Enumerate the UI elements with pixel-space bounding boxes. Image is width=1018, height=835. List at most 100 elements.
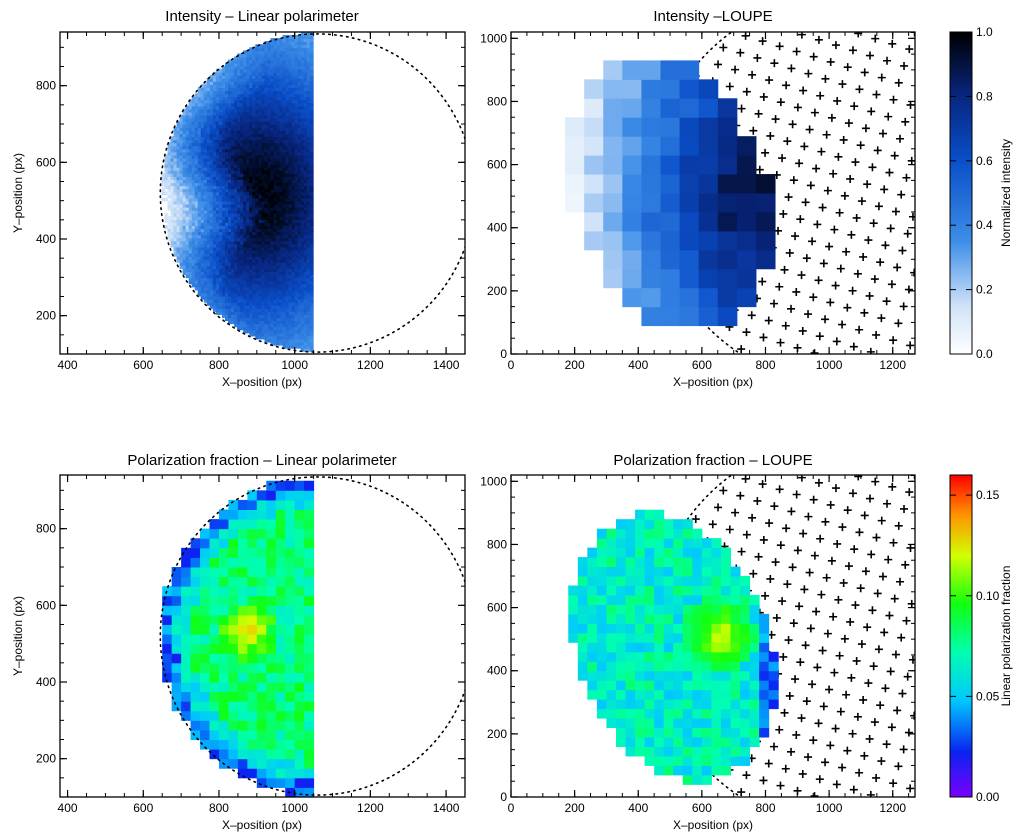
intensity-cell (288, 228, 293, 233)
intensity-cell (297, 329, 302, 334)
intensity-cell (276, 274, 281, 279)
intensity-cell (261, 127, 266, 131)
intensity-cell (297, 203, 302, 208)
intensity-cell (200, 102, 205, 107)
intensity-cell (294, 314, 299, 318)
intensity-cell (185, 262, 190, 266)
intensity-cell (215, 240, 220, 245)
intensity-cell (258, 160, 263, 165)
intensity-cell (282, 228, 287, 233)
intensity-cell (200, 228, 205, 233)
intensity-cell (243, 234, 248, 239)
intensity-cell (282, 255, 287, 260)
intensity-cell (258, 268, 263, 272)
intensity-cell (270, 265, 275, 269)
intensity-cell (228, 298, 232, 303)
intensity-cell (173, 154, 178, 159)
intensity-cell (218, 225, 223, 230)
intensity-cell (261, 283, 266, 288)
intensity-cell (270, 191, 275, 196)
polarization-cell (266, 576, 277, 587)
intensity-cell (276, 212, 281, 217)
intensity-cell (306, 139, 311, 144)
intensity-cell (243, 295, 248, 300)
unlit-marker (888, 39, 897, 48)
unlit-marker (834, 152, 843, 161)
intensity-cell (303, 304, 308, 309)
intensity-cell (194, 222, 199, 226)
intensity-cell (279, 90, 284, 95)
polarization-cell (256, 739, 267, 750)
intensity-cell (267, 145, 272, 150)
intensity-cell (698, 249, 719, 270)
polarization-cell (228, 576, 239, 587)
intensity-cell (222, 117, 226, 122)
intensity-cell (188, 249, 193, 254)
intensity-cell (173, 163, 178, 168)
intensity-cell (243, 182, 248, 187)
intensity-cell (273, 182, 278, 187)
intensity-cell (209, 188, 214, 193)
intensity-cell (197, 148, 202, 153)
intensity-cell (303, 335, 308, 340)
intensity-cell (306, 268, 311, 272)
intensity-cell (264, 74, 269, 79)
intensity-cell (206, 130, 211, 134)
intensity-cell (225, 301, 229, 306)
intensity-cell (176, 142, 181, 147)
unlit-marker (747, 311, 756, 320)
intensity-cell (276, 188, 281, 193)
intensity-cell (209, 173, 214, 177)
intensity-cell (215, 87, 220, 92)
intensity-cell (194, 154, 199, 159)
intensity-cell (243, 311, 248, 315)
intensity-cell (261, 265, 266, 269)
intensity-cell (234, 219, 238, 223)
intensity-cell (273, 234, 278, 239)
intensity-cell (303, 81, 308, 85)
intensity-cell (291, 108, 296, 113)
intensity-cell (203, 139, 208, 144)
intensity-cell (270, 166, 275, 171)
intensity-cell (717, 98, 738, 118)
intensity-cell (252, 93, 257, 98)
intensity-cell (252, 298, 257, 303)
intensity-cell (717, 174, 738, 194)
intensity-cell (170, 179, 175, 184)
polarization-cell (275, 662, 286, 673)
intensity-cell (303, 314, 308, 318)
polarization-cell (171, 595, 182, 606)
intensity-cell (228, 243, 232, 248)
intensity-cell (182, 271, 187, 276)
intensity-cell (240, 197, 244, 202)
intensity-cell (294, 151, 299, 156)
intensity-cell (267, 108, 272, 113)
intensity-cell (303, 338, 308, 343)
polarization-cell (218, 576, 229, 587)
intensity-cell (267, 228, 272, 233)
x-axis-label: X–position (px) (222, 375, 302, 389)
intensity-cell (303, 298, 308, 303)
intensity-cell (297, 179, 302, 184)
intensity-cell (246, 265, 251, 269)
intensity-cell (270, 56, 275, 61)
intensity-cell (218, 130, 223, 134)
intensity-cell (240, 62, 244, 67)
intensity-cell (215, 216, 220, 220)
intensity-cell (185, 234, 190, 239)
intensity-cell (288, 151, 293, 156)
intensity-cell (279, 62, 284, 67)
intensity-cell (218, 68, 223, 73)
intensity-cell (194, 133, 199, 138)
intensity-cell (252, 160, 257, 165)
intensity-cell (270, 216, 275, 220)
intensity-cell (194, 136, 199, 141)
polarization-cell (181, 595, 192, 606)
intensity-cell (603, 230, 623, 251)
intensity-cell (246, 65, 251, 70)
unlit-marker (818, 203, 827, 212)
intensity-cell (194, 194, 199, 199)
polarization-cell (256, 662, 267, 673)
intensity-cell (306, 148, 311, 153)
intensity-cell (228, 145, 232, 150)
